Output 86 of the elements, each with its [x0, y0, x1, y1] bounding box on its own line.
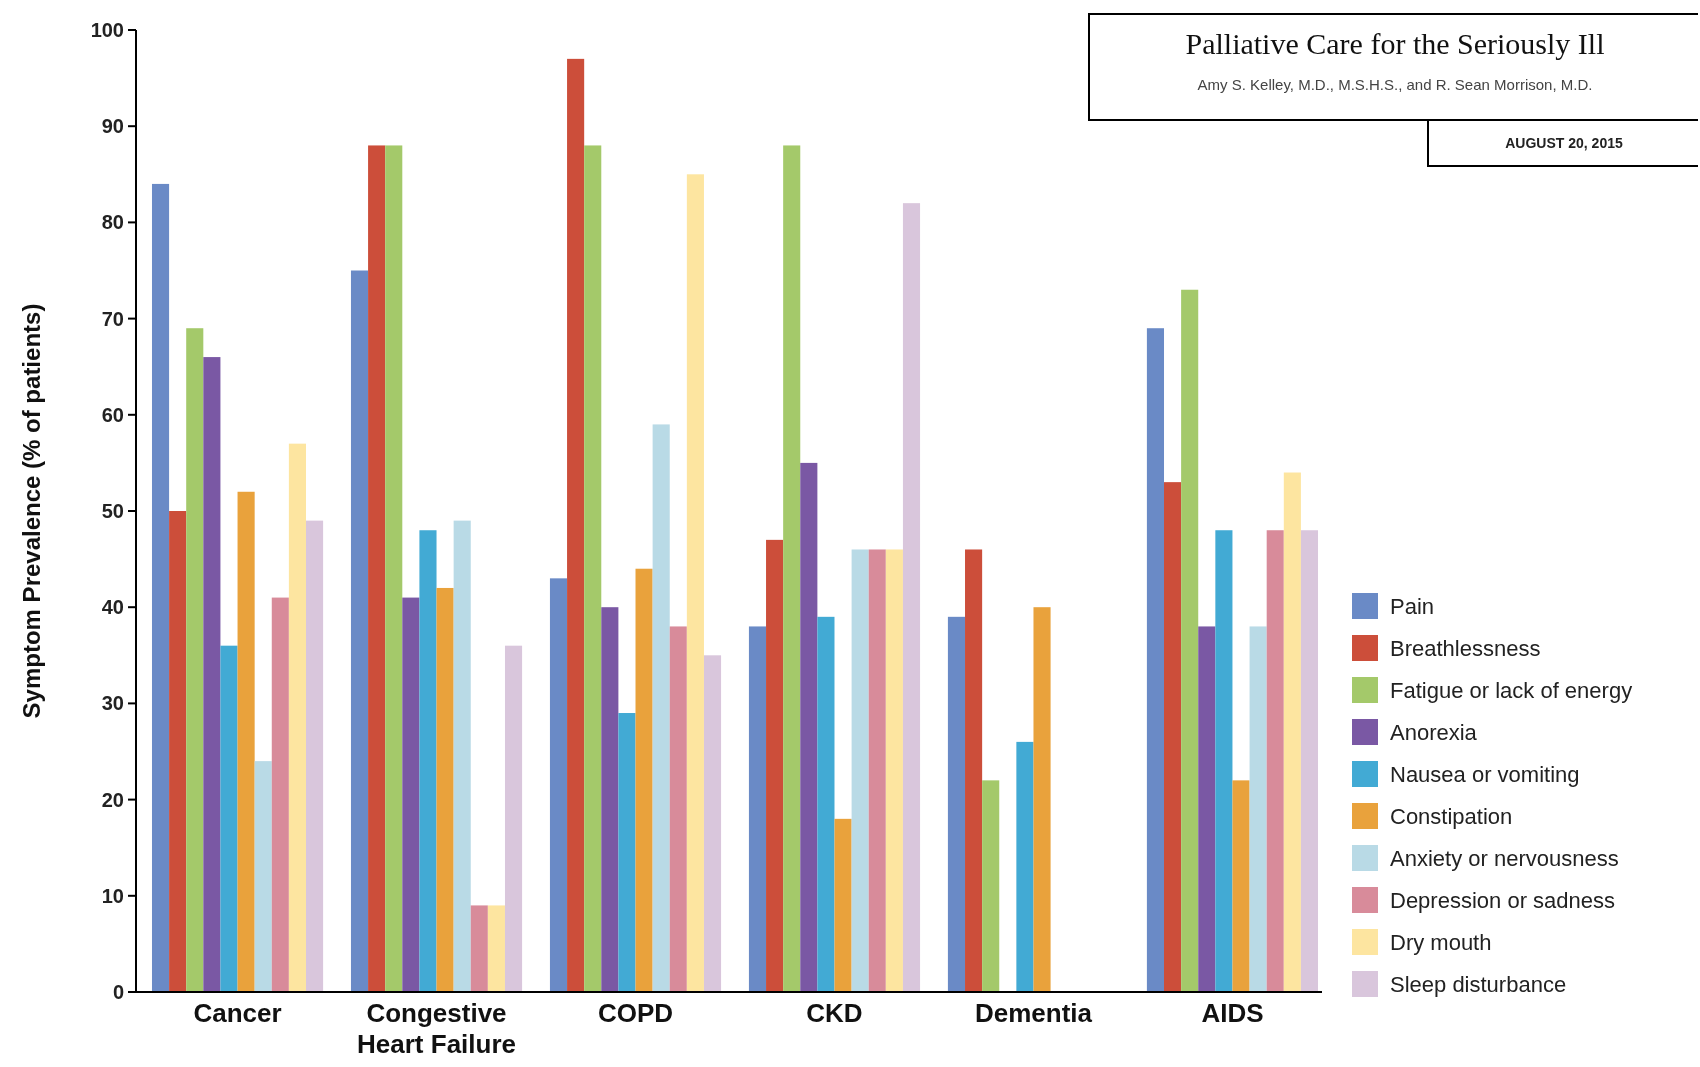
bar — [368, 145, 386, 992]
bar — [601, 607, 619, 992]
text: AUGUST 20, 2015 — [1505, 135, 1623, 151]
bar — [766, 539, 784, 992]
y-tick-label: 70 — [101, 307, 124, 330]
bar — [669, 626, 687, 992]
bar — [1266, 530, 1284, 992]
bar — [203, 357, 221, 992]
bar — [817, 616, 835, 992]
bar — [1232, 780, 1250, 992]
legend-label: Fatigue or lack of energy — [1390, 677, 1633, 703]
bar — [1215, 530, 1233, 992]
bar — [254, 761, 272, 992]
bar — [549, 578, 568, 992]
y-tick-label: 80 — [101, 211, 124, 234]
legend-label: Anxiety or nervousness — [1390, 845, 1619, 871]
bar — [436, 587, 454, 992]
bar — [402, 597, 420, 992]
x-tick-label: AIDS — [1201, 998, 1264, 1028]
bar — [947, 616, 966, 992]
bar — [288, 443, 306, 992]
bar — [385, 145, 403, 992]
y-tick-label: 50 — [101, 500, 124, 522]
legend-label: Dry mouth — [1390, 929, 1492, 955]
bar — [834, 818, 852, 992]
y-tick-label: 10 — [101, 884, 124, 907]
legend-label: Sleep disturbance — [1390, 971, 1567, 997]
bar — [271, 597, 289, 992]
bar — [748, 626, 767, 992]
x-tick-label: COPD — [597, 998, 674, 1028]
bar — [186, 328, 204, 992]
bar — [686, 174, 704, 992]
x-tick-label: Dementia — [974, 998, 1093, 1028]
bar — [703, 655, 722, 992]
y-tick-label: 60 — [101, 403, 124, 426]
bar — [800, 462, 818, 992]
bar — [584, 145, 602, 992]
bar — [1300, 530, 1319, 992]
bar — [305, 520, 324, 992]
bar — [851, 549, 869, 992]
bar — [635, 568, 653, 992]
bar — [868, 549, 886, 992]
legend-label: Depression or sadness — [1390, 887, 1616, 913]
y-tick-label: 40 — [101, 596, 124, 619]
y-axis-title: Symptom Prevalence (% of patients) — [18, 303, 45, 719]
legend-label: Breathlessness — [1390, 635, 1541, 661]
y-tick-label: 20 — [101, 788, 124, 811]
bar — [237, 491, 255, 992]
y-tick-label: 0 — [112, 981, 124, 1003]
bar — [1249, 626, 1267, 992]
bar — [902, 203, 921, 992]
bar — [453, 520, 471, 992]
legend-label: Pain — [1390, 593, 1435, 619]
legend-label: Nausea or vomiting — [1390, 761, 1580, 787]
x-tick-label: CKD — [806, 998, 863, 1028]
text: Amy S. Kelley, M.D., M.S.H.S., and R. Sean Morrison, M.D. — [1197, 76, 1593, 93]
bar — [487, 905, 505, 992]
bar — [965, 549, 983, 992]
bar — [470, 905, 488, 992]
x-tick-label: Cancer — [193, 998, 282, 1028]
y-tick-label: 90 — [101, 115, 124, 138]
y-tick-label: 30 — [101, 692, 124, 715]
bar — [1033, 607, 1051, 992]
bar — [652, 424, 670, 992]
bar — [1146, 328, 1164, 992]
y-tick-label: 100 — [90, 19, 124, 41]
bar — [783, 145, 801, 992]
bar — [1198, 626, 1216, 992]
legend-label: Constipation — [1390, 803, 1513, 829]
bar — [885, 549, 903, 992]
bar — [169, 511, 187, 992]
bar — [567, 58, 585, 992]
x-tick-label: Congestive Heart Failure — [357, 998, 516, 1059]
bar — [1164, 482, 1182, 992]
bar — [419, 530, 437, 992]
bar — [1283, 472, 1301, 992]
bar — [618, 713, 636, 992]
text: Palliative Care for the Seriously Ill — [1185, 27, 1605, 60]
bar — [1181, 289, 1199, 992]
legend-label: Anorexia — [1390, 719, 1478, 745]
bar — [1016, 741, 1034, 992]
bar — [504, 645, 523, 992]
bar — [220, 645, 238, 992]
bar — [151, 183, 170, 992]
bar — [350, 270, 369, 992]
bar — [982, 780, 1000, 992]
